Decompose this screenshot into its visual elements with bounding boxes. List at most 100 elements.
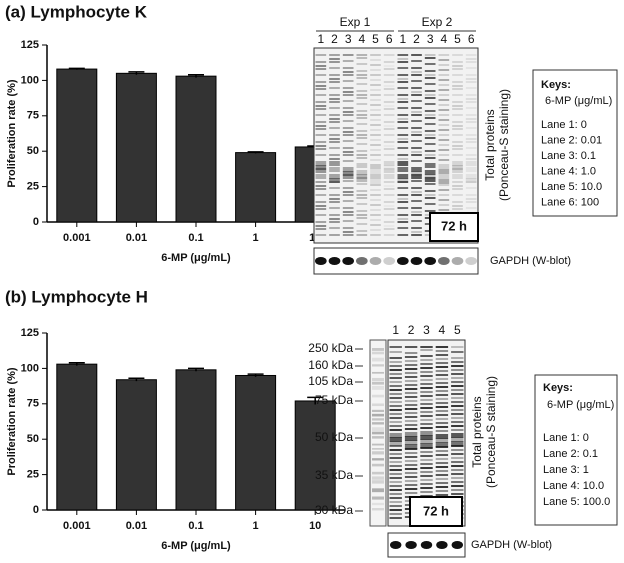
gel-band [389, 401, 402, 403]
gel-band [329, 158, 340, 160]
gel-band [329, 214, 340, 216]
gel-band [372, 427, 384, 432]
gel-band [372, 381, 384, 385]
gel-band [315, 88, 327, 90]
gel-band [372, 502, 384, 506]
gel-band [424, 183, 436, 185]
gel-band [389, 405, 402, 407]
time-box [429, 212, 479, 242]
gel-band [370, 209, 381, 211]
gel-band [452, 161, 463, 166]
gel-band [342, 87, 354, 89]
gel-band [465, 121, 477, 123]
time-label: 72 h [441, 218, 467, 233]
gel-band [383, 185, 395, 187]
gel-band [465, 158, 477, 160]
gel-band [451, 485, 464, 487]
marker-label: 35 kDa [315, 468, 353, 482]
gel-band [370, 134, 381, 136]
gel-band [370, 124, 381, 126]
gel-band [315, 141, 327, 143]
gel-band [356, 194, 368, 196]
gel-band [424, 203, 436, 205]
gel-band [438, 64, 450, 66]
gel-band [397, 81, 409, 83]
gel-band [383, 61, 395, 63]
gel-band [411, 207, 422, 209]
gel-band [404, 420, 418, 422]
gel-band [435, 478, 449, 480]
gel-band [315, 154, 327, 156]
x-tick-label: 0.1 [188, 520, 203, 532]
gel-band [424, 190, 436, 192]
gel-band [397, 114, 409, 116]
gel-band [465, 94, 477, 96]
gel-band [389, 465, 402, 467]
gel-band [438, 164, 450, 169]
gel-band [404, 472, 418, 474]
gel-band [411, 80, 422, 82]
gel-band [465, 207, 477, 209]
gel-band [411, 100, 422, 102]
y-tick-label: 75 [27, 110, 39, 122]
gel-band [424, 157, 436, 159]
gel-band [411, 220, 422, 222]
gel-band [438, 59, 450, 61]
gel-band [420, 367, 433, 369]
gel-band [329, 187, 340, 189]
gel-band [397, 141, 409, 143]
gel-band [397, 98, 409, 100]
gel-band [411, 227, 422, 229]
gel-band [329, 54, 340, 56]
gel-band [372, 488, 384, 493]
gel-band [370, 74, 381, 76]
error-bar [307, 396, 324, 405]
gel-band [329, 67, 340, 69]
gel-band [389, 361, 402, 363]
gel-band [411, 74, 422, 76]
gel-band [451, 481, 464, 483]
gel-band [329, 78, 340, 80]
gel-band [383, 54, 395, 56]
gel-band [370, 64, 381, 66]
gel-band [452, 114, 463, 116]
gel-band [329, 134, 340, 136]
gel-band [420, 447, 433, 449]
gel-band [342, 174, 354, 179]
gel-band [452, 145, 463, 147]
gel-band [356, 110, 368, 112]
gel-band [465, 78, 477, 80]
exp-label: Exp 2 [422, 15, 453, 29]
gel-band [420, 427, 433, 429]
gel-band [370, 139, 381, 141]
gel-band [452, 205, 463, 207]
gel-band [383, 174, 395, 179]
gel-band [370, 119, 381, 121]
gel-band [451, 417, 464, 419]
gel-band [452, 174, 463, 179]
gel-band [451, 441, 464, 446]
gel-band [435, 398, 449, 400]
time-box [409, 496, 463, 527]
gel-band [465, 198, 477, 200]
gel-band [370, 174, 381, 179]
gel-band [404, 384, 418, 386]
gel-band [342, 214, 354, 216]
gel-band [315, 108, 327, 110]
gel-band [397, 198, 409, 200]
gel-band [438, 169, 450, 174]
gel-band [383, 154, 395, 156]
gel-band [404, 388, 418, 390]
gel-band [420, 459, 433, 461]
gel-band [420, 455, 433, 457]
chart-title: (a) Lymphocyte K [5, 2, 148, 21]
lane-label: 2 [413, 32, 420, 46]
gel-band [438, 139, 450, 141]
gel-band [435, 386, 449, 388]
gel-band [389, 441, 402, 446]
y-tick-label: 75 [27, 398, 39, 410]
gel-band [397, 181, 409, 183]
time-label: 72 h [423, 503, 449, 518]
gel-band [342, 220, 354, 222]
gel-band [424, 110, 436, 112]
